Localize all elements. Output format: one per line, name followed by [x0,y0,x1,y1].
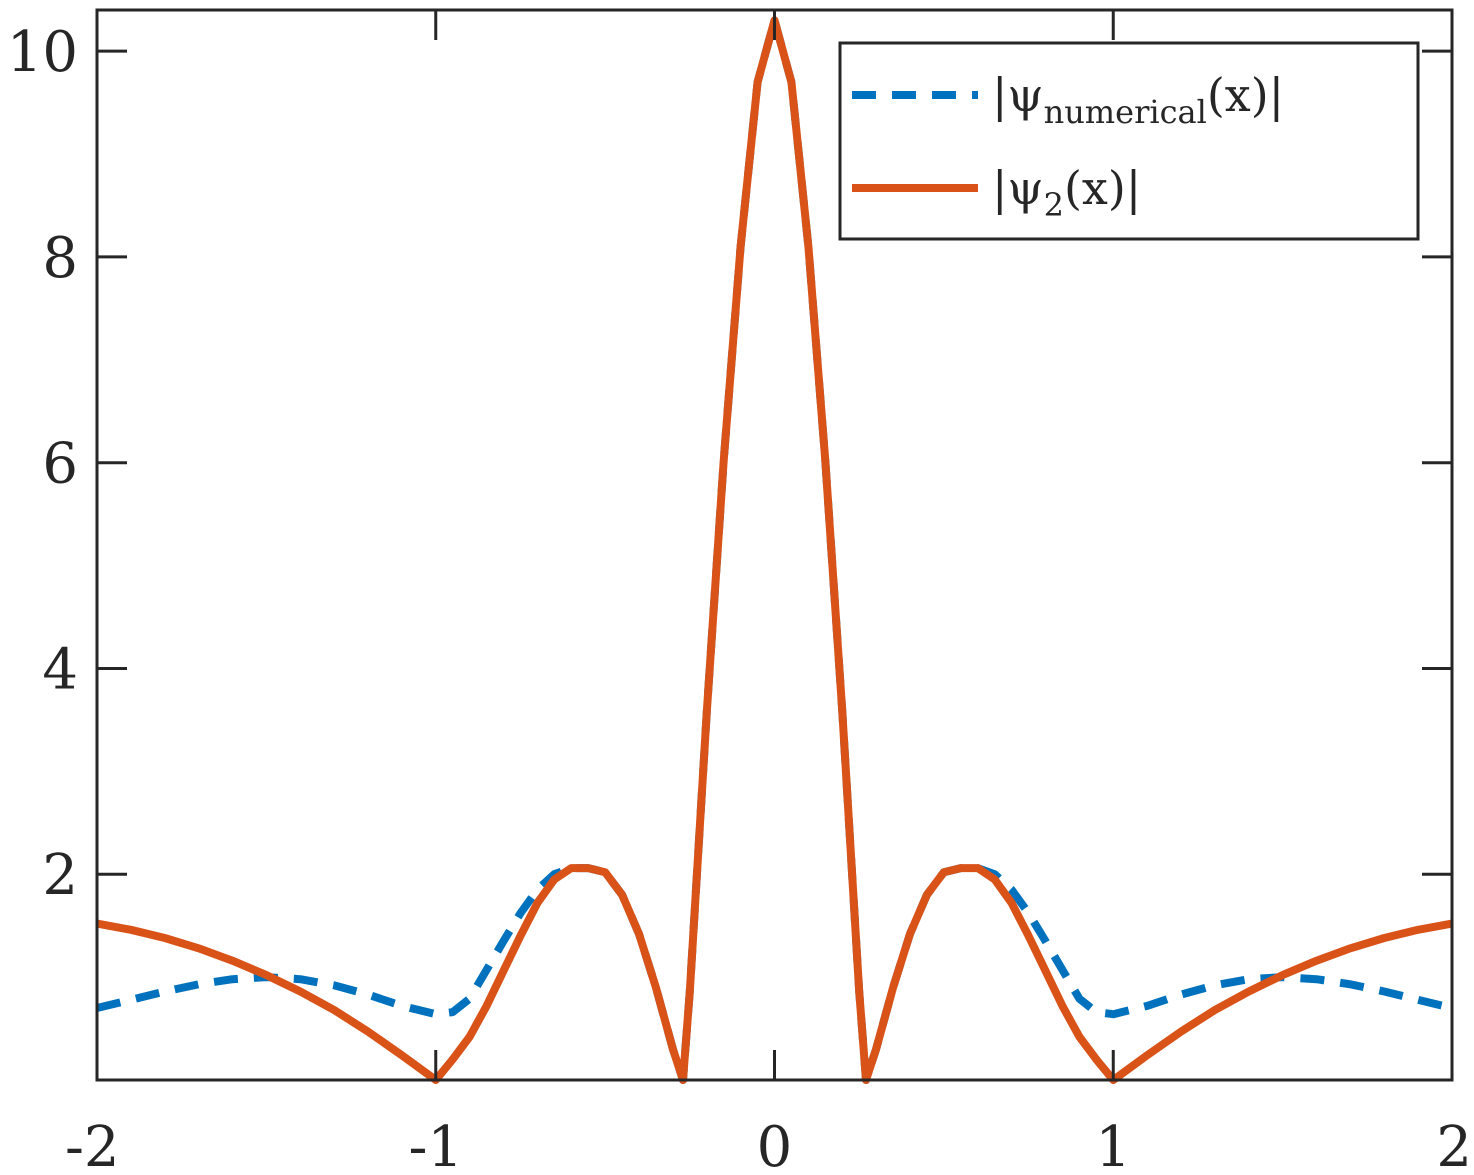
legend-label-main: |ψ [992,161,1044,215]
y-tick-label: 2 [42,843,78,908]
y-tick-label: 4 [42,637,78,702]
y-tick-label: 8 [42,226,78,291]
legend-label: |ψnumerical(x)| [992,68,1284,131]
x-tick-label: 0 [757,1115,793,1175]
y-tick-label: 6 [42,432,78,497]
x-tick-label: -2 [65,1115,120,1175]
legend-label-tail: (x)| [1207,68,1284,122]
x-tick-label: 2 [1436,1115,1472,1175]
legend-label-subscript: 2 [1044,186,1064,224]
legend-box [838,41,1420,241]
x-tick-label: 1 [1095,1115,1131,1175]
y-tick-label: 10 [7,20,78,85]
legend: |ψnumerical(x)||ψ2(x)| [838,41,1420,241]
axes-layer: -2 -1 0 1 2 2 4 6 8 10 [7,8,1472,1175]
legend-label-tail: (x)| [1064,161,1141,215]
legend-label-main: |ψ [992,68,1044,122]
legend-label-subscript: numerical [1044,93,1207,131]
series-line-numerical [96,16,1453,1084]
x-tick-label: -1 [408,1115,463,1175]
legend-label: |ψ2(x)| [992,161,1141,224]
